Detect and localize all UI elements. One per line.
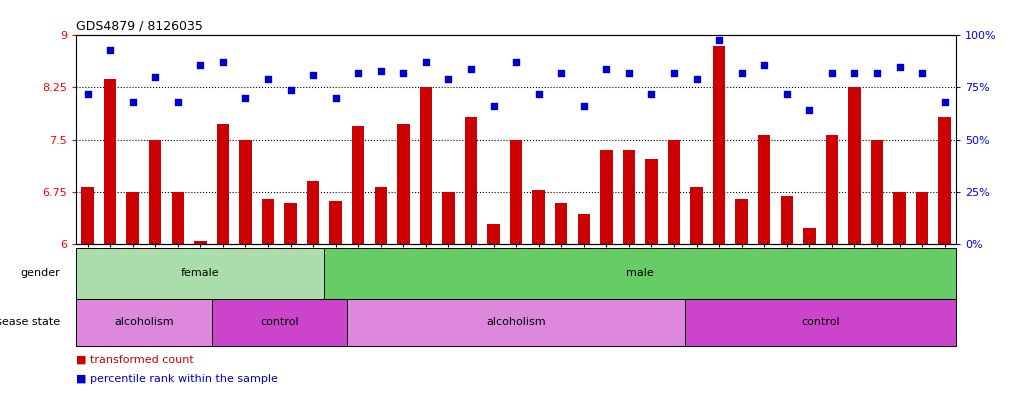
Text: control: control [260, 317, 299, 327]
Point [350, 70, 366, 76]
Bar [691, 187, 703, 244]
Point [418, 59, 434, 66]
Bar [81, 187, 94, 244]
Point [937, 99, 953, 105]
Bar [668, 140, 680, 244]
Bar [578, 215, 590, 244]
Text: ■ percentile rank within the sample: ■ percentile rank within the sample [76, 374, 279, 384]
Point [756, 61, 772, 68]
Bar [149, 140, 162, 244]
Point [576, 103, 592, 109]
Bar [510, 140, 523, 244]
Bar [600, 150, 612, 244]
Point [779, 90, 795, 97]
Bar [194, 241, 206, 244]
Point [644, 90, 660, 97]
Bar [465, 117, 477, 244]
Point [892, 63, 908, 70]
Bar [324, 248, 956, 299]
Bar [212, 299, 347, 346]
Bar [735, 198, 747, 244]
Point [711, 37, 727, 43]
Bar [848, 87, 860, 244]
Text: GDS4879 / 8126035: GDS4879 / 8126035 [76, 20, 203, 33]
Bar [713, 46, 725, 244]
Point [553, 70, 570, 76]
Point [689, 76, 705, 82]
Bar [261, 198, 275, 244]
Bar [217, 124, 229, 244]
Bar [487, 224, 499, 244]
Text: alcoholism: alcoholism [114, 317, 174, 327]
Text: gender: gender [20, 268, 60, 278]
Bar [76, 248, 324, 299]
Bar [533, 189, 545, 244]
Bar [420, 87, 432, 244]
Bar [172, 191, 184, 244]
Point [396, 70, 412, 76]
Point [485, 103, 501, 109]
Point [305, 72, 321, 78]
Text: control: control [801, 317, 840, 327]
Bar [126, 191, 139, 244]
Point [79, 90, 96, 97]
Bar [781, 196, 793, 244]
Bar [239, 140, 251, 244]
Point [801, 107, 818, 114]
Point [147, 74, 164, 80]
Point [666, 70, 682, 76]
Bar [104, 79, 116, 244]
Text: female: female [181, 268, 220, 278]
Bar [803, 228, 816, 244]
Bar [893, 191, 906, 244]
Point [260, 76, 277, 82]
Point [372, 68, 388, 74]
Bar [330, 200, 342, 244]
Point [170, 99, 186, 105]
Point [824, 70, 840, 76]
Bar [758, 135, 771, 244]
Point [507, 59, 525, 66]
Bar [398, 124, 410, 244]
Point [620, 70, 637, 76]
Bar [76, 299, 212, 346]
Point [327, 95, 344, 101]
Bar [555, 204, 567, 244]
Bar [685, 299, 956, 346]
Point [192, 61, 208, 68]
Text: ■ transformed count: ■ transformed count [76, 354, 194, 365]
Point [846, 70, 862, 76]
Bar [645, 159, 658, 244]
Point [733, 70, 750, 76]
Point [215, 59, 231, 66]
Point [237, 95, 253, 101]
Point [124, 99, 140, 105]
Point [283, 86, 299, 93]
Point [598, 66, 614, 72]
Text: disease state: disease state [0, 317, 60, 327]
Bar [871, 140, 883, 244]
Point [869, 70, 885, 76]
Text: alcoholism: alcoholism [486, 317, 546, 327]
Point [463, 66, 479, 72]
Point [440, 76, 457, 82]
Bar [285, 204, 297, 244]
Text: male: male [626, 268, 654, 278]
Bar [916, 191, 929, 244]
Point [914, 70, 931, 76]
Bar [442, 191, 455, 244]
Bar [347, 299, 685, 346]
Bar [352, 126, 364, 244]
Bar [307, 181, 319, 244]
Point [102, 47, 118, 53]
Bar [826, 135, 838, 244]
Point [531, 90, 547, 97]
Bar [622, 150, 635, 244]
Bar [374, 187, 387, 244]
Bar [939, 117, 951, 244]
